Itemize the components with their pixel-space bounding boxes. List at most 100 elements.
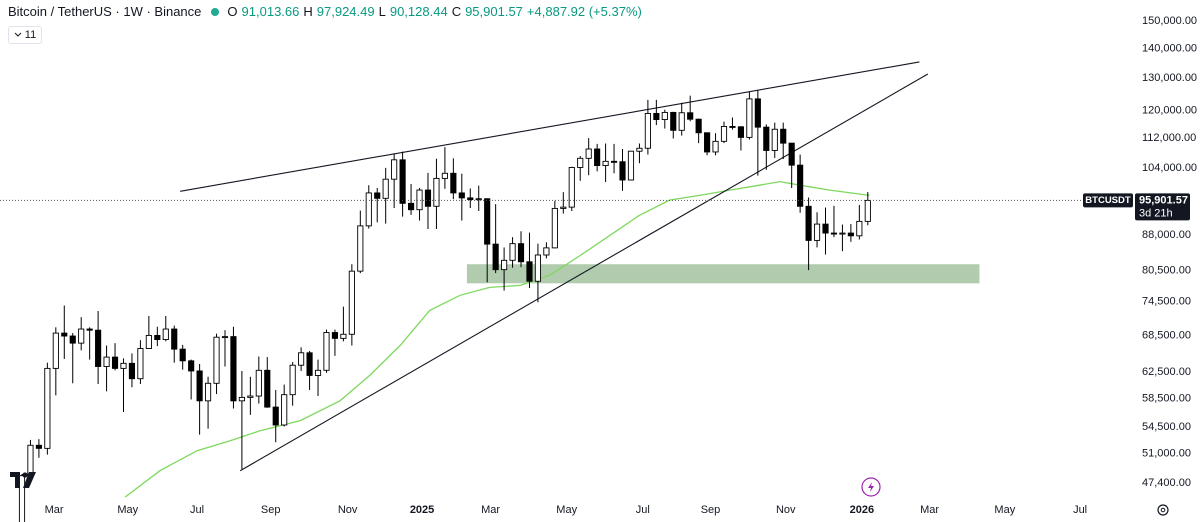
- symbol-label: BTCUSDT: [1085, 195, 1131, 206]
- candle-body: [35, 444, 42, 449]
- settings-icon[interactable]: [1157, 504, 1169, 516]
- candle: [797, 154, 804, 213]
- candle: [340, 306, 347, 342]
- symbol-title: Bitcoin / TetherUS · 1W · Binance: [8, 4, 202, 19]
- candle: [636, 143, 643, 164]
- candle-body: [678, 112, 685, 131]
- status-dot: [211, 7, 220, 16]
- candle: [771, 122, 778, 158]
- candle-body: [509, 243, 516, 261]
- candle-body: [171, 328, 178, 350]
- candle-body: [331, 332, 339, 339]
- candle-body: [111, 356, 119, 369]
- candle: [407, 183, 415, 215]
- indicator-count[interactable]: 11: [24, 29, 37, 41]
- candle: [492, 204, 499, 274]
- ohlc-value: 91,013.66: [241, 4, 300, 19]
- candle-body: [813, 223, 821, 241]
- candle-body: [424, 189, 432, 207]
- candle-body: [95, 329, 102, 367]
- candle-body: [568, 167, 575, 208]
- candle-body: [864, 199, 871, 222]
- candle-body: [805, 205, 812, 241]
- candle: [670, 111, 677, 139]
- candle-body: [450, 172, 457, 194]
- candle-body: [771, 128, 778, 151]
- candle-body: [746, 98, 753, 138]
- candle: [69, 333, 76, 384]
- candle-body: [560, 206, 567, 209]
- candle: [120, 358, 127, 413]
- candle: [382, 167, 389, 224]
- candle: [128, 353, 136, 388]
- candle-body: [281, 394, 288, 426]
- candle: [281, 384, 288, 427]
- candle-body: [670, 111, 677, 131]
- candle-body: [382, 178, 389, 199]
- y-tick-label: 88,000.00: [1142, 229, 1191, 241]
- candle-body: [458, 192, 465, 199]
- gear-hub[interactable]: [1160, 507, 1166, 513]
- candle: [602, 143, 609, 182]
- candle-body: [610, 160, 618, 163]
- ohlc-value: 90,128.44: [389, 4, 448, 19]
- candle: [391, 153, 398, 208]
- candle: [221, 330, 229, 367]
- candle: [822, 207, 829, 255]
- candle: [450, 158, 457, 200]
- y-tick-label: 51,000.00: [1142, 448, 1191, 460]
- candle: [264, 357, 271, 408]
- logo-part: [23, 472, 36, 488]
- chevron[interactable]: [14, 32, 22, 38]
- y-tick-label: 58,500.00: [1142, 393, 1191, 405]
- candle: [695, 118, 702, 144]
- candle: [678, 102, 685, 136]
- indicator-toggle[interactable]: 11: [8, 26, 42, 44]
- candle-body: [340, 333, 347, 339]
- candle: [788, 142, 795, 189]
- y-tick-label: 104,000.00: [1142, 162, 1197, 174]
- candle-body: [763, 126, 770, 151]
- candle-body: [687, 112, 694, 120]
- candle-body: [44, 367, 51, 449]
- candle-body: [788, 142, 795, 166]
- candle-body: [839, 232, 846, 235]
- candle: [204, 376, 212, 429]
- candle: [213, 333, 220, 394]
- candle-body: [543, 247, 550, 256]
- candle: [830, 205, 838, 238]
- plot-area: 150,000.00 140,000.00 130,000.00 120,000.00…: [0, 15, 1197, 522]
- x-tick-label: Mar: [920, 504, 939, 516]
- candle-body: [636, 147, 643, 152]
- candle: [712, 133, 719, 156]
- candle-body: [61, 332, 68, 337]
- candle-body: [594, 148, 601, 166]
- y-tick-label: 112,000.00: [1142, 132, 1196, 144]
- tradingview-logo: [10, 472, 36, 488]
- gear[interactable]: [1157, 504, 1169, 516]
- candle: [577, 156, 584, 181]
- ohlc-key: L: [378, 4, 386, 19]
- x-tick-label: Nov: [338, 504, 358, 516]
- candle-body: [137, 348, 144, 380]
- lightning-icon[interactable]: [861, 477, 881, 497]
- candle-body: [467, 197, 474, 201]
- candle-body: [255, 369, 262, 397]
- candle: [306, 350, 313, 390]
- countdown-label: 3d 21h: [1139, 207, 1173, 219]
- candle: [154, 326, 161, 347]
- chevron-path[interactable]: [14, 32, 22, 37]
- candle-body: [653, 112, 660, 120]
- icon-bolt[interactable]: [868, 482, 874, 492]
- candle: [255, 356, 262, 404]
- x-tick-label: Jul: [1073, 504, 1087, 516]
- candle: [331, 329, 339, 356]
- y-tick-label: 74,500.00: [1142, 296, 1191, 308]
- candle-body: [52, 332, 59, 369]
- y-tick-label: 68,500.00: [1142, 329, 1191, 341]
- candle: [568, 166, 575, 211]
- x-tick-label: Nov: [776, 504, 796, 516]
- candle-body: [272, 406, 279, 426]
- candle: [746, 91, 753, 140]
- candle-body: [196, 370, 203, 402]
